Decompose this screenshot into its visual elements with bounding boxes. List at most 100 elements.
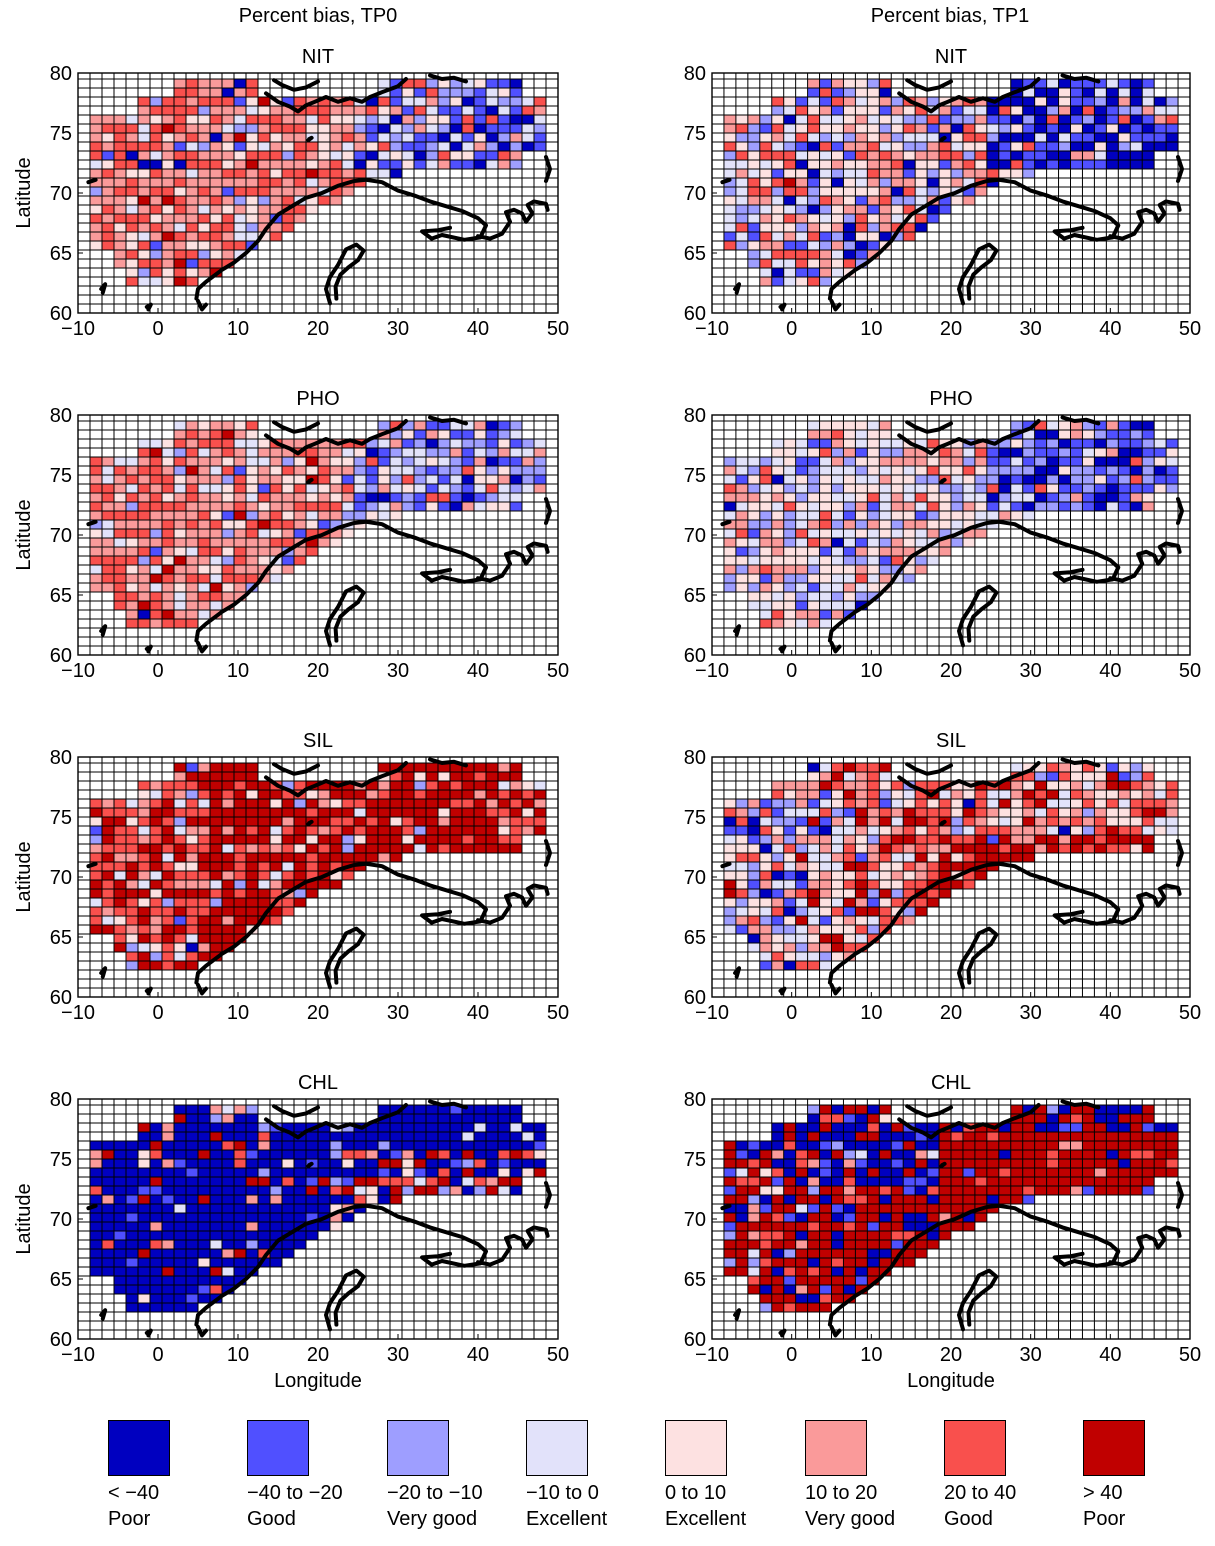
bias-cell xyxy=(258,907,271,917)
bias-cell xyxy=(831,457,844,467)
bias-cell xyxy=(174,853,187,863)
bias-cell xyxy=(210,1177,223,1187)
bias-cell xyxy=(1154,115,1167,125)
bias-cell xyxy=(234,502,247,512)
bias-cell xyxy=(114,817,127,827)
bias-cell xyxy=(1034,106,1047,116)
bias-cell xyxy=(819,934,832,944)
bias-cell xyxy=(831,1141,844,1151)
bias-cell xyxy=(1022,808,1035,818)
bias-cell xyxy=(903,565,916,575)
bias-cell xyxy=(939,826,952,836)
bias-cell xyxy=(138,259,151,269)
bias-cell xyxy=(150,547,163,557)
bias-cell xyxy=(735,799,749,809)
bias-cell xyxy=(318,151,331,161)
bias-cell xyxy=(90,907,103,917)
bias-cell xyxy=(879,133,892,143)
bias-cell xyxy=(366,115,379,125)
bias-cell xyxy=(951,133,964,143)
bias-cell xyxy=(831,124,844,134)
bias-cell xyxy=(210,1258,223,1268)
bias-cell xyxy=(282,1123,295,1133)
bias-cell xyxy=(282,484,295,494)
bias-cell xyxy=(114,250,127,260)
bias-cell xyxy=(186,484,199,494)
bias-cell xyxy=(294,799,307,809)
bias-cell xyxy=(962,1141,976,1151)
bias-cell xyxy=(1046,466,1059,476)
bias-cell xyxy=(210,187,223,197)
bias-cell xyxy=(867,916,880,926)
bias-cell xyxy=(735,520,749,530)
bias-cell xyxy=(843,1276,856,1286)
bias-cell xyxy=(234,223,247,233)
bias-cell xyxy=(102,853,115,863)
bias-cell xyxy=(927,808,940,818)
bias-cell xyxy=(114,493,127,503)
bias-cell xyxy=(879,160,892,170)
bias-cell xyxy=(759,898,772,908)
bias-cell xyxy=(270,1168,283,1178)
bias-cell xyxy=(114,457,127,467)
bias-cell xyxy=(390,160,403,170)
bias-cell xyxy=(126,160,139,170)
bias-cell xyxy=(162,592,175,602)
bias-cell xyxy=(282,214,295,224)
bias-cell xyxy=(891,466,904,476)
bias-cell xyxy=(510,1186,523,1196)
bias-cell xyxy=(795,448,808,458)
bias-cell xyxy=(522,1159,535,1169)
bias-cell xyxy=(186,106,199,116)
bias-cell xyxy=(486,106,499,116)
bias-cell xyxy=(270,916,283,926)
bias-cell xyxy=(114,925,127,935)
bias-cell xyxy=(426,151,439,161)
bias-cell xyxy=(438,151,451,161)
bias-cell xyxy=(90,583,103,593)
bias-cell xyxy=(855,232,868,242)
bias-cell xyxy=(891,169,904,179)
bias-cell xyxy=(198,1105,211,1115)
bias-cell xyxy=(867,844,880,854)
bias-cell xyxy=(795,1303,808,1313)
bias-cell xyxy=(450,493,463,503)
bias-cell xyxy=(1130,448,1143,458)
bias-cell xyxy=(879,466,892,476)
bias-cell xyxy=(903,511,916,521)
bias-cell xyxy=(951,1150,964,1160)
bias-cell xyxy=(998,493,1011,503)
bias-cell xyxy=(974,142,988,152)
bias-cell xyxy=(771,853,784,863)
bias-cell xyxy=(1166,448,1179,458)
bias-cell xyxy=(210,835,223,845)
bias-cell xyxy=(138,1168,151,1178)
bias-cell xyxy=(294,862,307,872)
bias-cell xyxy=(723,538,737,548)
bias-cell xyxy=(1166,484,1179,494)
bias-cell xyxy=(90,1258,103,1268)
bias-cell xyxy=(939,1132,952,1142)
bias-cell xyxy=(879,421,892,431)
bias-cell xyxy=(246,457,259,467)
bias-cell xyxy=(198,538,211,548)
bias-cell xyxy=(1166,1150,1179,1160)
bias-cell xyxy=(174,106,187,116)
bias-cell xyxy=(723,151,737,161)
bias-cell xyxy=(462,151,475,161)
bias-cell xyxy=(831,223,844,233)
bias-cell xyxy=(747,169,760,179)
bias-cell xyxy=(246,448,259,458)
bias-cell xyxy=(186,907,199,917)
y-tick-label: 60 xyxy=(684,303,706,325)
bias-cell xyxy=(150,871,163,881)
bias-cell xyxy=(1046,88,1059,98)
bias-cell xyxy=(330,142,343,152)
bias-cell xyxy=(735,853,749,863)
bias-cell xyxy=(150,1222,163,1232)
bias-cell xyxy=(330,529,343,539)
bias-cell xyxy=(998,1168,1011,1178)
y-tick-label: 65 xyxy=(684,585,706,607)
bias-cell xyxy=(366,160,379,170)
bias-cell xyxy=(162,196,175,206)
